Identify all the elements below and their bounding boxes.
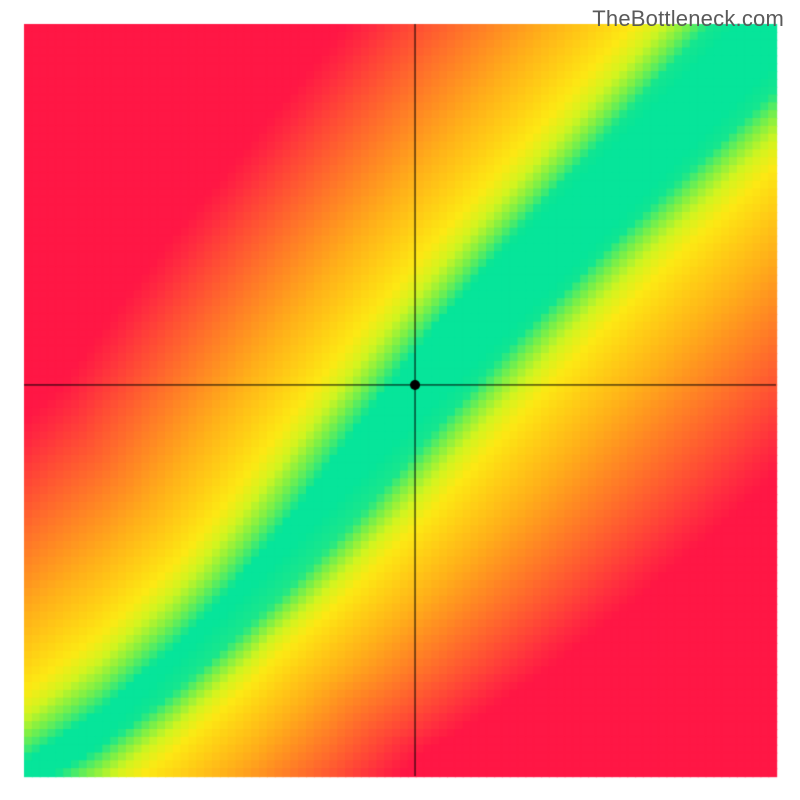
- watermark-text: TheBottleneck.com: [592, 6, 784, 32]
- bottleneck-heatmap: [0, 0, 800, 800]
